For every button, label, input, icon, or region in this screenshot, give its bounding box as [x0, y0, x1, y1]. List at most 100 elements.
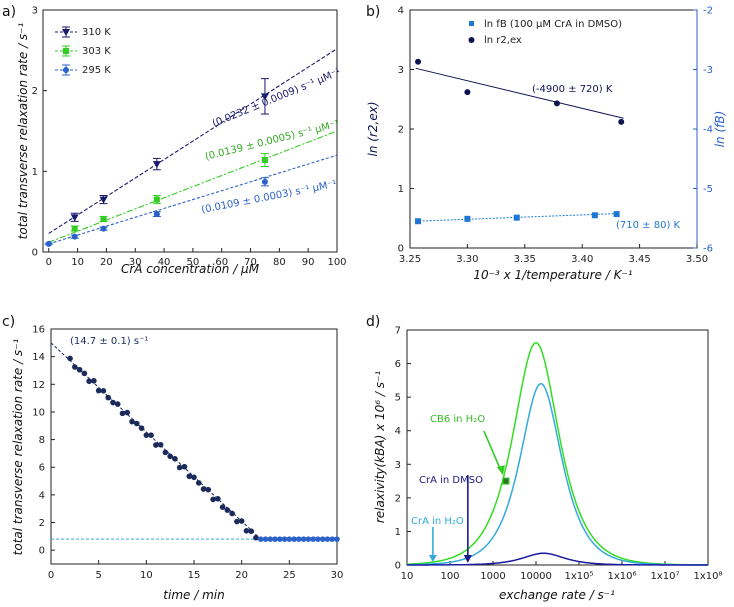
chart-d-xtick-label: 1x10⁵: [564, 571, 593, 582]
chart-b-ytick-label-right: -4: [703, 125, 713, 136]
data-point: [234, 518, 240, 525]
chart-c-xtick-label: 0: [48, 570, 54, 581]
chart-a: 0 10 20 30 40 50 60 70 80 90 100 0 1 2 3 310 K 303 K 2…: [16, 6, 347, 277]
panel-label-b: b): [366, 4, 380, 20]
chart-a-xtick-label: 80: [273, 257, 286, 268]
chart-b-ytick-label-left: 1: [398, 184, 404, 195]
legend-lnfb: ln fB (100 µM CrA in DMSO): [484, 19, 622, 30]
data-point: [91, 377, 97, 384]
chart-a-xtick-label: 0: [46, 257, 52, 268]
panel-label-c: c): [2, 314, 15, 330]
data-point: [76, 366, 83, 373]
chart-c-ylabel: total transverse relaxation rate / s⁻¹: [11, 338, 25, 555]
chart-d-xtick-label: 1x10⁶: [607, 571, 636, 582]
data-point: [210, 496, 216, 503]
data-point: [70, 214, 79, 222]
chart-b-fit-line: [415, 67, 624, 119]
chart-b-ytick-label-left: 3: [398, 65, 404, 76]
chart-a-ytick-label: 1: [32, 167, 38, 178]
label-cra-dmso: CrA in DMSO: [419, 475, 483, 486]
data-point: [181, 463, 188, 470]
data-point: [205, 486, 212, 493]
data-point: [243, 528, 250, 534]
legend-lnr2-marker: [468, 37, 475, 43]
data-point: [200, 486, 207, 492]
chart-a-xtick-label: 100: [327, 257, 346, 268]
data-point: [248, 528, 254, 534]
data-point: [157, 441, 164, 448]
chart-d-xtick-label: 1000: [480, 571, 505, 582]
chart-b-ytick-label-right: -3: [703, 65, 713, 76]
chart-d-ytick-label: 4: [395, 426, 401, 437]
chart-b-ytick-label-right: -2: [703, 6, 713, 17]
annotation-c: (14.7 ± 0.1) s⁻¹: [70, 336, 148, 347]
data-point: [286, 536, 293, 542]
label-cra-h2o: CrA in H₂O: [411, 516, 464, 527]
data-point: [324, 536, 331, 542]
chart-b-xtick-label: 3.25: [399, 254, 421, 265]
panel-label-d: d): [366, 314, 380, 330]
legend-marker: [62, 29, 70, 36]
data-point: [195, 480, 202, 486]
chart-b-ytick-label-left: 0: [398, 244, 404, 255]
chart-c: 0 5 10 15 20 25 30 0 2 4 6 8 10 12 14 16 (14.7 ± 0.1) s…: [11, 325, 343, 603]
chart-d-ylabel: relaxivity(kBA) x 10⁶ / s⁻¹: [373, 371, 387, 524]
chart-d-xtick-label: 1x10⁷: [650, 571, 679, 582]
data-point: [162, 449, 169, 456]
data-point: [191, 474, 197, 481]
chart-a-xtick-label: 90: [302, 257, 315, 268]
chart-c-xtick-label: 15: [188, 570, 201, 581]
chart-d-ytick-label: 1: [395, 527, 401, 538]
legend-310k: 310 K: [82, 27, 111, 38]
data-point: [72, 364, 78, 370]
chart-a-xtick-label: 40: [158, 257, 171, 268]
chart-a-ytick-label: 2: [32, 86, 38, 97]
chart-c-xtick-label: 10: [140, 570, 153, 581]
chart-d-xtick-label: 100: [440, 571, 459, 582]
data-point: [215, 495, 221, 502]
chart-d-ytick-label: 6: [395, 359, 401, 370]
data-point: [305, 536, 312, 542]
chart-d-ytick-label: 3: [395, 460, 401, 471]
data-point: [272, 536, 278, 542]
data-point: [260, 93, 269, 101]
chart-b-ytick-label-right: -5: [703, 184, 713, 195]
chart-b-ylabel-right: ln (fB): [713, 111, 727, 148]
chart-a-ylabel: total transverse relaxation rate / s⁻¹: [16, 22, 30, 239]
data-point: [229, 510, 235, 517]
chart-d-ytick-label: 5: [395, 393, 401, 404]
data-point: [124, 409, 131, 416]
data-point: [167, 453, 173, 460]
chart-c-ytick-label: 4: [39, 490, 45, 501]
chart-d: 10 100 1000 10000 1x10⁵ 1x10⁶ 1x10⁷ 1x10⁸ 0 1 2 3 4 5…: [373, 326, 723, 603]
chart-d-frame: [406, 329, 709, 566]
data-point: [415, 218, 422, 225]
data-point: [261, 157, 268, 164]
data-point: [415, 58, 422, 65]
chart-d-xlabel: exchange rate / s⁻¹: [499, 588, 615, 602]
data-point: [81, 370, 88, 377]
legend-marker: [63, 48, 69, 54]
arrowhead-cra-h2o: [428, 555, 437, 562]
data-point: [334, 536, 340, 542]
chart-d-xtick-label: 10: [401, 571, 414, 582]
data-point: [100, 388, 107, 394]
chart-c-xtick-label: 5: [95, 570, 101, 581]
chart-b-frame: [409, 9, 698, 249]
data-point: [224, 507, 231, 513]
data-point: [100, 215, 107, 222]
chart-b-xtick-label: 3.45: [628, 254, 650, 265]
chart-a-xlabel: CrA concentration / µM: [121, 262, 260, 276]
chart-c-ytick-label: 8: [39, 435, 45, 446]
chart-b: 3.25 3.30 3.35 3.40 3.45 3.5001234-6-5-4-3-2 …: [366, 6, 727, 283]
annotation-lnr2: (-4900 ± 720) K: [532, 84, 613, 95]
legend-303k: 303 K: [82, 46, 111, 57]
chart-c-xtick-label: 20: [235, 570, 248, 581]
chart-b-xtick-label: 3.35: [514, 254, 536, 265]
data-point: [329, 536, 336, 542]
chart-b-xlabel: 10⁻³ x 1/temperature / K⁻¹: [473, 268, 632, 282]
data-point: [300, 536, 307, 542]
data-point: [152, 161, 161, 169]
chart-d-xtick-label: 1x10⁸: [693, 571, 722, 582]
data-point: [99, 196, 108, 204]
